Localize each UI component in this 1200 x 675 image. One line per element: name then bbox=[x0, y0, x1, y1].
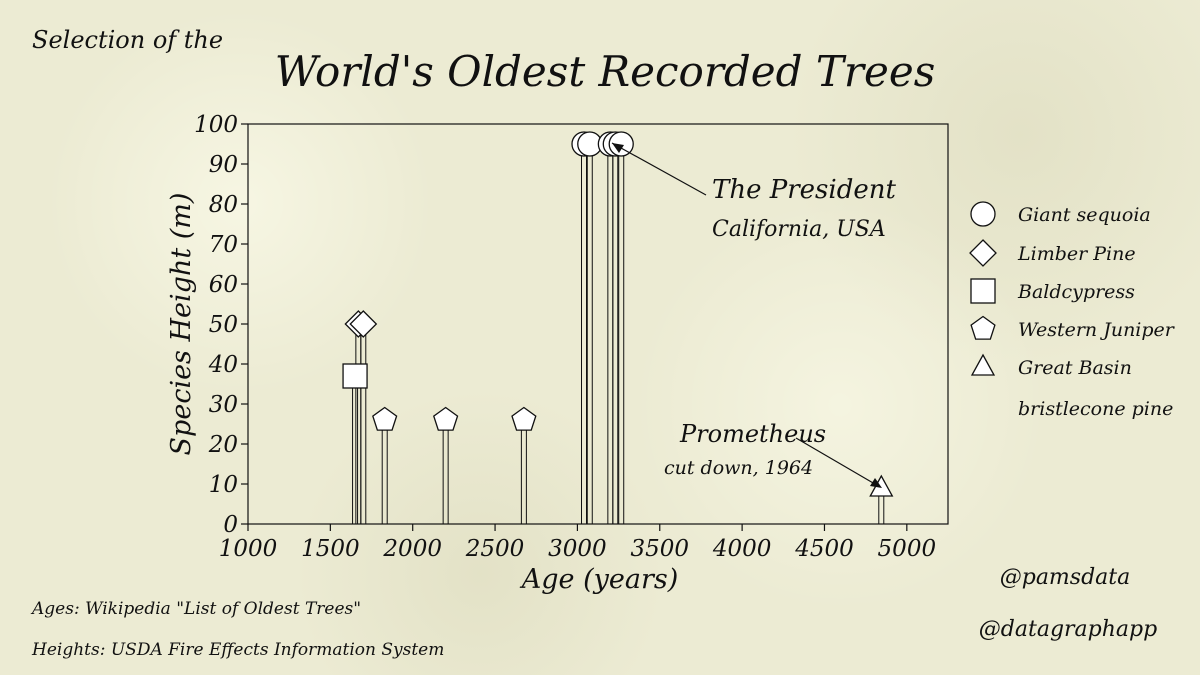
y-tick-label: 40 bbox=[208, 352, 238, 378]
legend: Giant sequoia Limber Pine Baldcypress Weste… bbox=[969, 201, 1176, 420]
x-tick-label: 2500 bbox=[465, 536, 525, 562]
x-tick-label: 1000 bbox=[219, 536, 278, 562]
point-limber-pine bbox=[349, 310, 378, 338]
president-place: California, USA bbox=[712, 217, 886, 242]
legend-label-western-juniper: Western Juniper bbox=[1018, 319, 1176, 341]
handle-datagraphapp: @datagraphapp bbox=[979, 617, 1157, 642]
prometheus-name: Prometheus bbox=[679, 420, 826, 448]
president-arrowhead bbox=[612, 143, 624, 153]
x-tick-label: 4000 bbox=[712, 536, 772, 562]
legend-label-great-basin-bristlecone-pine: bristlecone pine bbox=[1018, 398, 1173, 420]
y-tick-label: 70 bbox=[209, 232, 238, 258]
president-leader-line bbox=[611, 142, 707, 196]
legend-label-baldcypress: Baldcypress bbox=[1017, 281, 1135, 303]
point-western-juniper bbox=[432, 406, 459, 431]
prometheus-arrowhead bbox=[870, 478, 882, 488]
source-heights: Heights: USDA Fire Effects Information S… bbox=[31, 640, 444, 660]
y-tick-label: 10 bbox=[209, 472, 238, 498]
y-axis-title: Species Height (m) bbox=[166, 193, 197, 456]
prometheus-note: cut down, 1964 bbox=[664, 457, 813, 479]
y-tick-label: 80 bbox=[209, 192, 238, 218]
chart-title: World's Oldest Recorded Trees bbox=[275, 47, 936, 96]
legend-label-great-basin-bristlecone-pine: Great Basin bbox=[1018, 357, 1132, 379]
legend-label-giant-sequoia: Giant sequoia bbox=[1018, 204, 1151, 226]
point-western-juniper bbox=[372, 406, 398, 431]
legend-marker-western-juniper bbox=[970, 315, 996, 340]
president-name: The President bbox=[712, 175, 896, 205]
chart-kicker: Selection of the bbox=[32, 26, 223, 54]
y-tick-label: 20 bbox=[208, 432, 238, 458]
annotation-prometheus: Prometheus cut down, 1964 bbox=[664, 420, 882, 488]
legend-marker-great-basin-bristlecone-pine bbox=[970, 353, 996, 376]
y-tick-label: 60 bbox=[209, 272, 238, 298]
source-ages: Ages: Wikipedia "List of Oldest Trees" bbox=[30, 599, 361, 619]
x-tick-label: 2000 bbox=[382, 536, 442, 562]
x-tick-label: 4500 bbox=[794, 536, 854, 562]
markers bbox=[342, 131, 894, 497]
point-western-juniper bbox=[511, 406, 537, 431]
x-tick-label: 1500 bbox=[301, 536, 360, 562]
x-axis-title: Age (years) bbox=[519, 564, 679, 595]
x-tick-label: 3000 bbox=[548, 536, 607, 562]
legend-marker-limber-pine bbox=[969, 239, 997, 267]
prometheus-leader-line bbox=[795, 437, 881, 488]
point-baldcypress bbox=[342, 363, 368, 389]
legend-marker-giant-sequoia bbox=[970, 201, 996, 227]
x-tick-label: 5000 bbox=[878, 536, 937, 562]
y-tick-label: 50 bbox=[209, 312, 238, 338]
legend-marker-baldcypress bbox=[970, 278, 996, 304]
point-giant-sequoia bbox=[608, 131, 634, 157]
y-tick-label: 90 bbox=[209, 152, 238, 178]
annotation-president: The President California, USA bbox=[611, 142, 896, 242]
y-tick-label: 100 bbox=[194, 112, 238, 138]
x-tick-label: 3500 bbox=[630, 536, 689, 562]
axes: 0 10 20 30 40 50 60 70 80 90 100 1000 1500 2000 2500 30… bbox=[194, 112, 936, 562]
handle-pamsdata: @pamsdata bbox=[1000, 565, 1131, 590]
y-tick-label: 30 bbox=[209, 392, 238, 418]
y-tick-label: 0 bbox=[223, 512, 238, 538]
legend-label-limber-pine: Limber Pine bbox=[1017, 243, 1136, 265]
